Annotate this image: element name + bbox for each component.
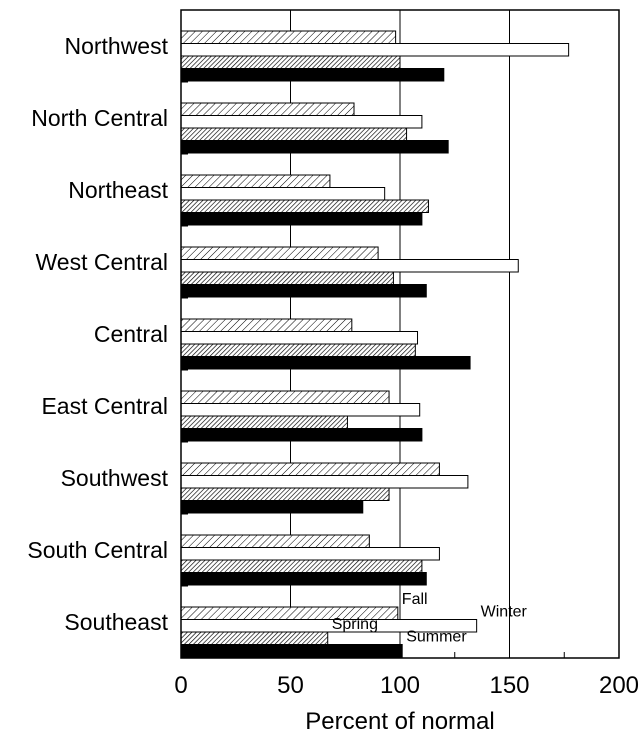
x-tick-label: 0 (174, 672, 187, 699)
category-label: Southwest (61, 465, 169, 491)
category-label: South Central (27, 537, 168, 563)
legend-label-winter: Winter (481, 604, 528, 621)
bar-central-fall (180, 318, 353, 332)
bar-northwest-fall (180, 30, 397, 44)
legend-label-summer: Summer (406, 629, 467, 646)
category-labels: Northwest North Central Northeast West Cent… (27, 33, 168, 635)
bar-north-central-summer (180, 140, 449, 154)
x-axis-title: Percent of normal (305, 708, 494, 735)
bar-south-central-winter (180, 547, 440, 561)
bar-north-central-spring (180, 127, 408, 141)
bar-northwest-winter (180, 43, 570, 57)
category-label: Northeast (68, 177, 168, 203)
bar-central-winter (180, 331, 419, 345)
bar-west-central-spring (180, 271, 394, 285)
category-label: Southeast (64, 609, 168, 635)
bar-east-central-winter (180, 403, 421, 417)
bar-east-central-fall (180, 390, 390, 404)
bar-north-central-winter (180, 115, 423, 129)
bar-north-central-fall (180, 102, 355, 116)
legend: Fall Winter Spring Summer (332, 591, 528, 646)
bar-east-central-spring (180, 415, 348, 429)
category-label: West Central (35, 249, 168, 275)
tick-labels: 0 50 100 150 200 (174, 672, 639, 699)
x-tick-label: 150 (489, 672, 529, 699)
bar-south-central-fall (180, 534, 370, 548)
bar-central-spring (180, 343, 416, 357)
bar-northeast-spring (180, 199, 429, 213)
bar-northeast-summer (180, 212, 423, 226)
bars (180, 30, 570, 658)
legend-label-fall: Fall (402, 591, 428, 608)
bar-south-central-summer (180, 572, 427, 586)
bar-southwest-winter (180, 475, 469, 489)
category-label: Northwest (64, 33, 168, 59)
bar-northeast-winter (180, 187, 386, 201)
bar-west-central-fall (180, 246, 379, 260)
bar-southeast-spring (180, 631, 329, 645)
x-tick-label: 100 (380, 672, 420, 699)
bar-southeast-summer (180, 644, 403, 658)
legend-label-spring: Spring (332, 616, 378, 633)
bar-central-summer (180, 356, 471, 370)
bar-west-central-summer (180, 284, 427, 298)
bar-east-central-summer (180, 428, 423, 442)
category-label: North Central (31, 105, 168, 131)
bar-northwest-summer (180, 68, 445, 82)
bar-south-central-spring (180, 559, 423, 573)
category-label: East Central (41, 393, 168, 419)
category-label: Central (94, 321, 168, 347)
bar-west-central-winter (180, 259, 519, 273)
tick-marks (180, 9, 620, 659)
bar-southwest-fall (180, 462, 440, 476)
x-tick-label: 200 (599, 672, 639, 699)
bar-southwest-summer (180, 500, 364, 514)
bar-northeast-fall (180, 174, 331, 188)
x-tick-label: 50 (277, 672, 304, 699)
bar-southwest-spring (180, 487, 390, 501)
bar-northwest-spring (180, 55, 401, 69)
